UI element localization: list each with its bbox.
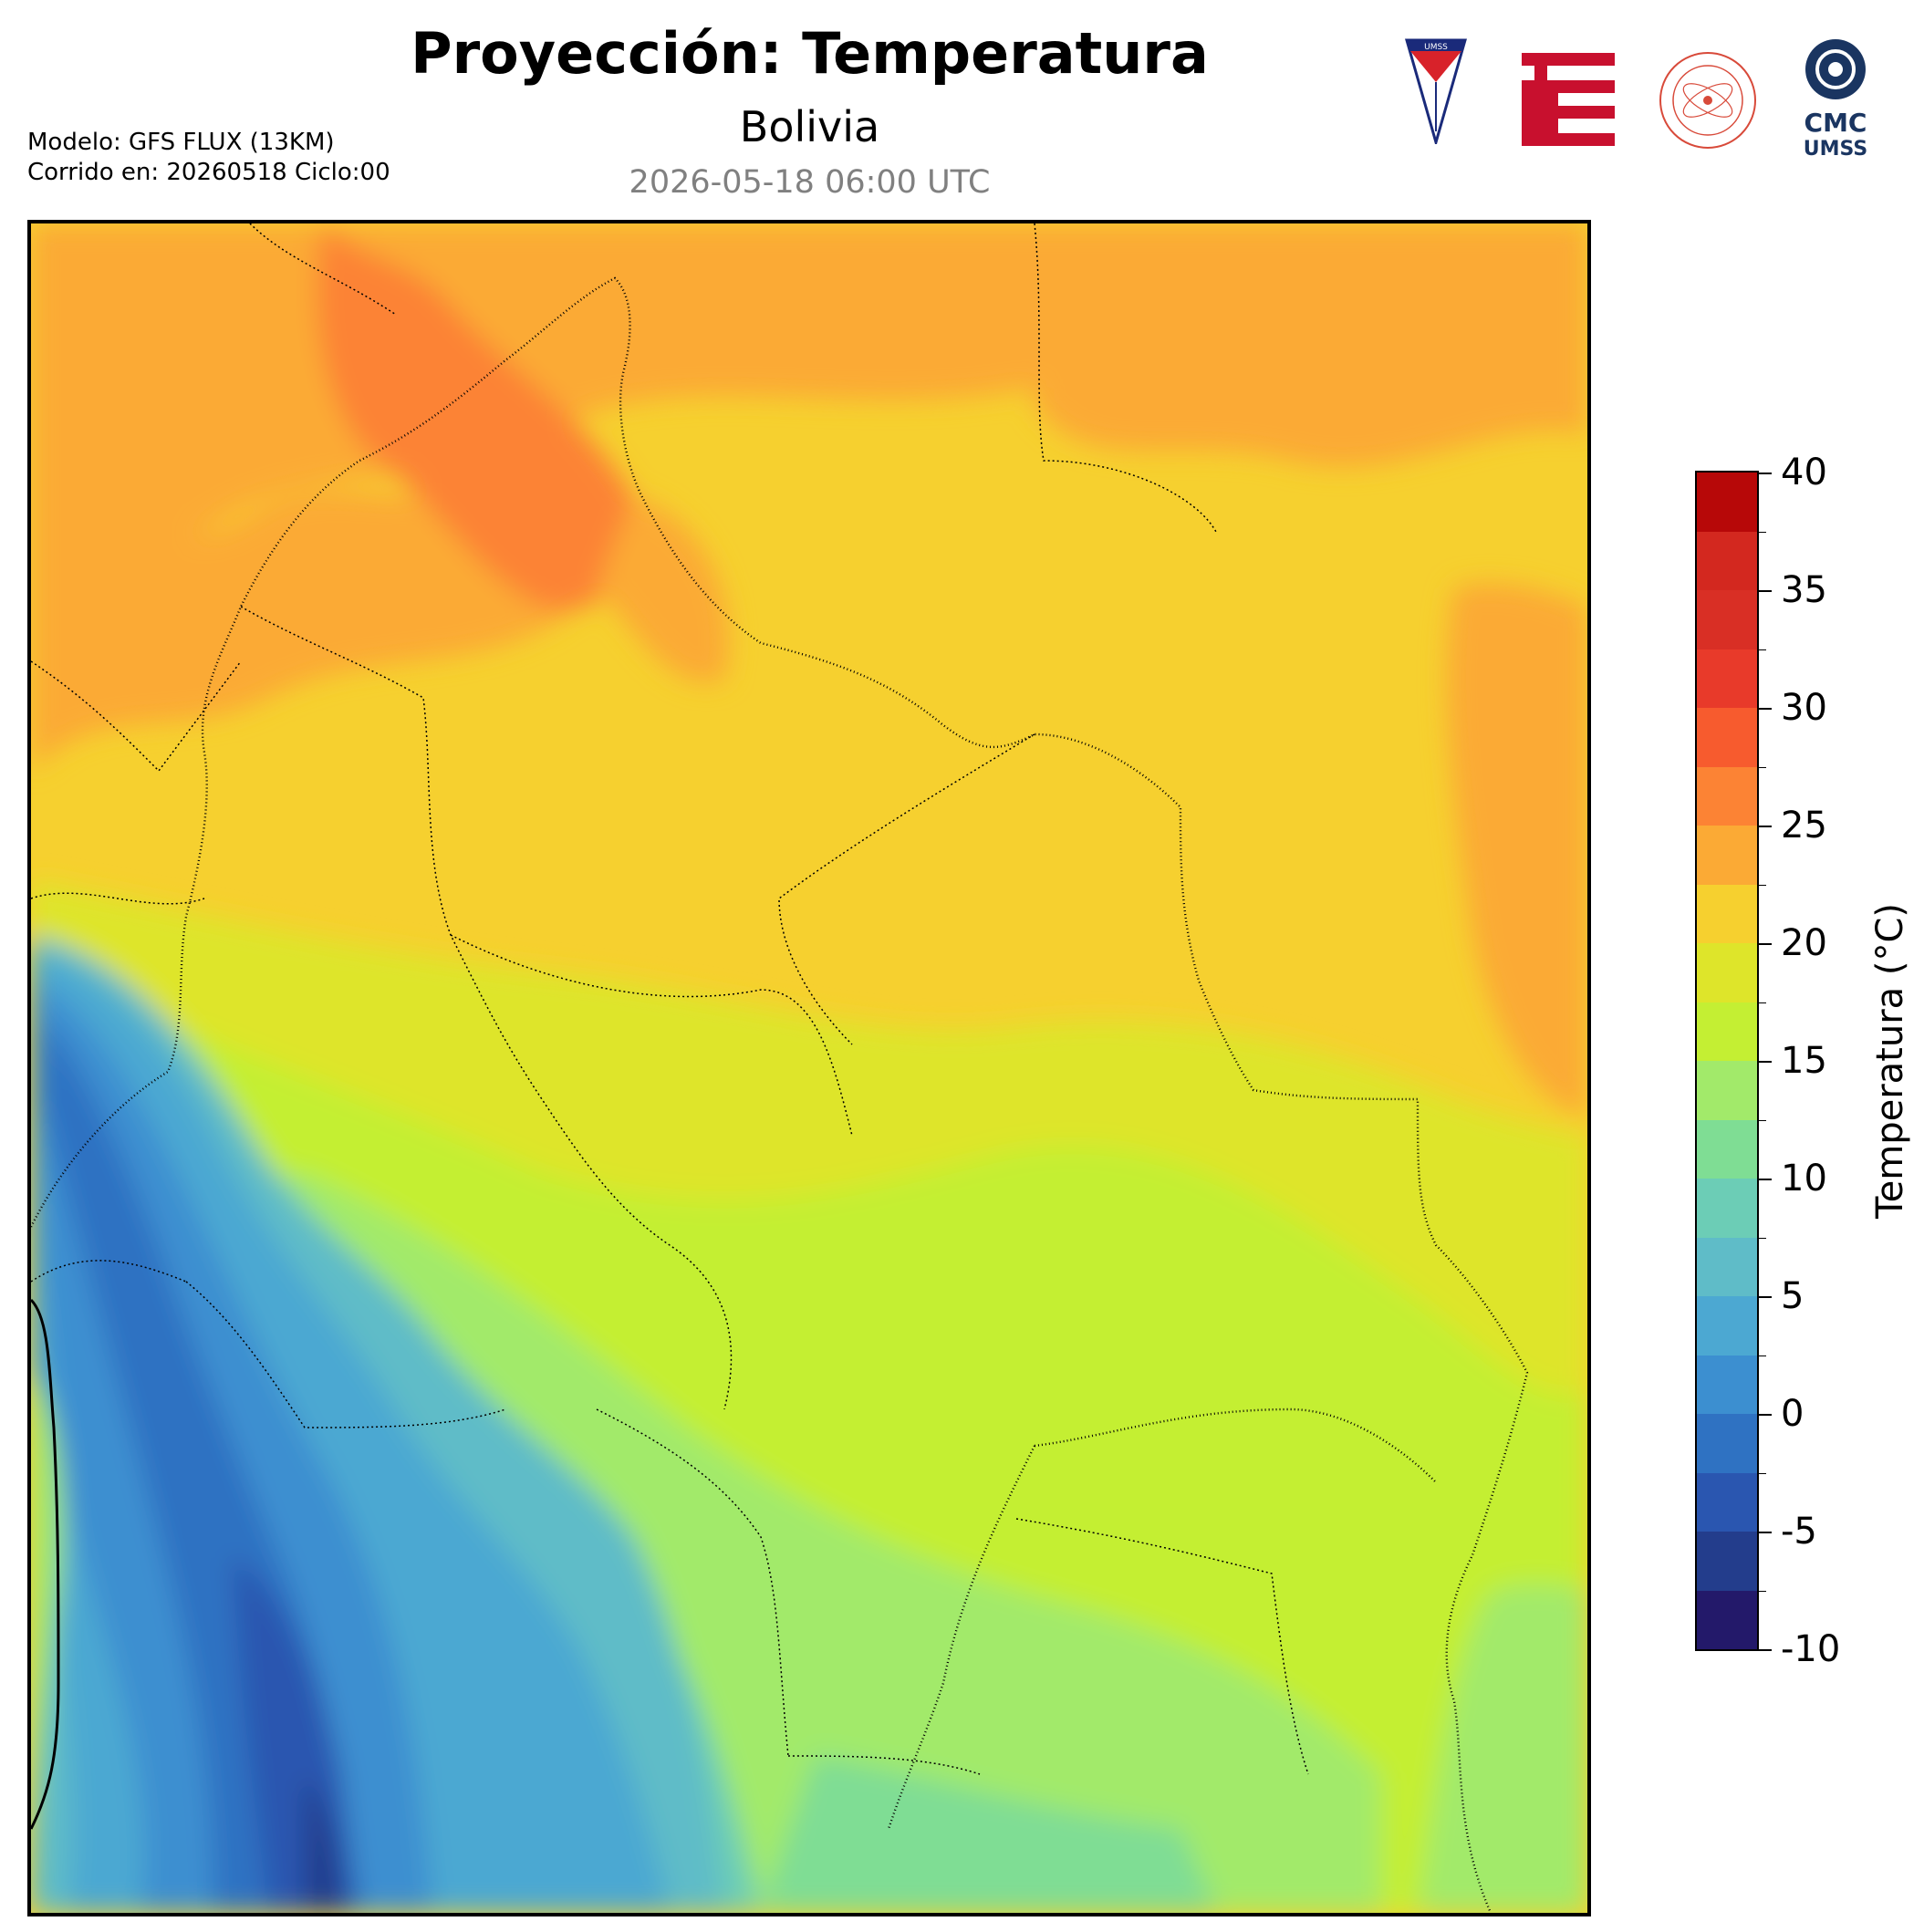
colorbar-segment	[1697, 825, 1757, 885]
colorbar-segment	[1697, 1531, 1757, 1591]
colorbar-major-tick	[1759, 943, 1772, 945]
colorbar-segment	[1697, 884, 1757, 943]
colorbar-minor-tick	[1759, 766, 1766, 768]
cmc-umss-logo: CMC UMSS	[1790, 36, 1881, 163]
colorbar-segment	[1697, 589, 1757, 649]
map-title: Proyección: Temperatura	[411, 20, 1209, 87]
colorbar-segment	[1697, 1413, 1757, 1473]
colorbar-label: Temperatura (°C)	[1869, 902, 1911, 1220]
physics-dept-seal-logo	[1655, 47, 1761, 157]
colorbar-tick-label: 5	[1781, 1275, 1804, 1317]
colorbar-major-tick	[1759, 1649, 1772, 1651]
colorbar-major-tick	[1759, 826, 1772, 827]
colorbar-minor-tick	[1759, 884, 1766, 886]
colorbar-minor-tick	[1759, 531, 1766, 533]
colorbar-tick-label: 0	[1781, 1393, 1804, 1435]
colorbar-segment	[1697, 472, 1757, 532]
run-line: Corrido en: 20260518 Ciclo:00	[27, 159, 390, 186]
colorbar-minor-tick	[1759, 1472, 1766, 1474]
colorbar-segment	[1697, 531, 1757, 590]
colorbar-segment	[1697, 1472, 1757, 1532]
colorbar-segment	[1697, 1178, 1757, 1238]
colorbar-major-tick	[1759, 708, 1772, 710]
colorbar-tick-label: 25	[1781, 805, 1827, 847]
colorbar-segment	[1697, 1060, 1757, 1120]
temperature-colorbar	[1695, 471, 1759, 1651]
colorbar-major-tick	[1759, 590, 1772, 592]
colorbar-minor-tick	[1759, 649, 1766, 650]
colorbar-major-tick	[1759, 1414, 1772, 1416]
coastline	[31, 1298, 60, 1830]
colorbar-major-tick	[1759, 473, 1772, 474]
cmc-logo-text: CMC	[1804, 108, 1867, 138]
colorbar-minor-tick	[1759, 1237, 1766, 1239]
colorbar-segment	[1697, 1119, 1757, 1179]
temperature-map-canvas	[31, 223, 1587, 1913]
colorbar-segment	[1697, 766, 1757, 826]
colorbar-segment	[1697, 1237, 1757, 1296]
fcyt-logo	[1522, 53, 1615, 150]
colorbar-segment	[1697, 707, 1757, 767]
colorbar-minor-tick	[1759, 1590, 1766, 1592]
umss-shield-logo: UMSS	[1405, 36, 1467, 148]
colorbar-minor-tick	[1759, 1119, 1766, 1121]
colorbar-major-tick	[1759, 1532, 1772, 1533]
colorbar-segment	[1697, 1590, 1757, 1649]
colorbar-segment	[1697, 1002, 1757, 1061]
colorbar-tick-label: 10	[1781, 1158, 1827, 1200]
model-line: Modelo: GFS FLUX (13KM)	[27, 129, 335, 156]
colorbar-tick-label: 30	[1781, 687, 1827, 729]
colorbar-tick-label: -10	[1781, 1628, 1841, 1670]
colorbar-major-tick	[1759, 1179, 1772, 1180]
colorbar-tick-label: 40	[1781, 452, 1827, 493]
umss-logo-text: UMSS	[1424, 43, 1448, 52]
model-info: Modelo: GFS FLUX (13KM) Corrido en: 2026…	[27, 128, 390, 188]
colorbar-major-tick	[1759, 1061, 1772, 1063]
bolivia-border	[31, 276, 1529, 1913]
department-borders	[31, 223, 1309, 1775]
temperature-map	[27, 220, 1591, 1916]
map-subtitle: Bolivia	[739, 102, 880, 151]
valid-time: 2026-05-18 06:00 UTC	[629, 164, 991, 201]
colorbar-major-tick	[1759, 1296, 1772, 1298]
colorbar-tick-label: -5	[1781, 1511, 1817, 1553]
colorbar-segment	[1697, 649, 1757, 708]
colorbar-tick-label: 35	[1781, 569, 1827, 611]
colorbar-segment	[1697, 1295, 1757, 1356]
cmc-logo-subtext: UMSS	[1804, 138, 1867, 160]
colorbar-segment	[1697, 942, 1757, 1002]
colorbar-tick-label: 15	[1781, 1040, 1827, 1082]
colorbar-tick-label: 20	[1781, 922, 1827, 964]
colorbar-minor-tick	[1759, 1002, 1766, 1003]
colorbar-segment	[1697, 1355, 1757, 1414]
